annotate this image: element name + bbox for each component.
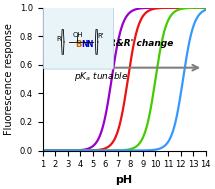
Text: R': R' bbox=[97, 33, 104, 39]
Text: R&R' change: R&R' change bbox=[109, 39, 174, 48]
Text: B: B bbox=[75, 40, 81, 49]
X-axis label: pH: pH bbox=[116, 175, 133, 185]
Text: R: R bbox=[57, 36, 61, 42]
Text: N: N bbox=[81, 40, 87, 49]
Text: OH: OH bbox=[73, 32, 84, 38]
Text: N: N bbox=[86, 40, 92, 49]
FancyBboxPatch shape bbox=[43, 3, 114, 69]
Y-axis label: Fluorescence response: Fluorescence response bbox=[4, 23, 14, 135]
Text: pK$_a$ tunable: pK$_a$ tunable bbox=[74, 70, 129, 83]
